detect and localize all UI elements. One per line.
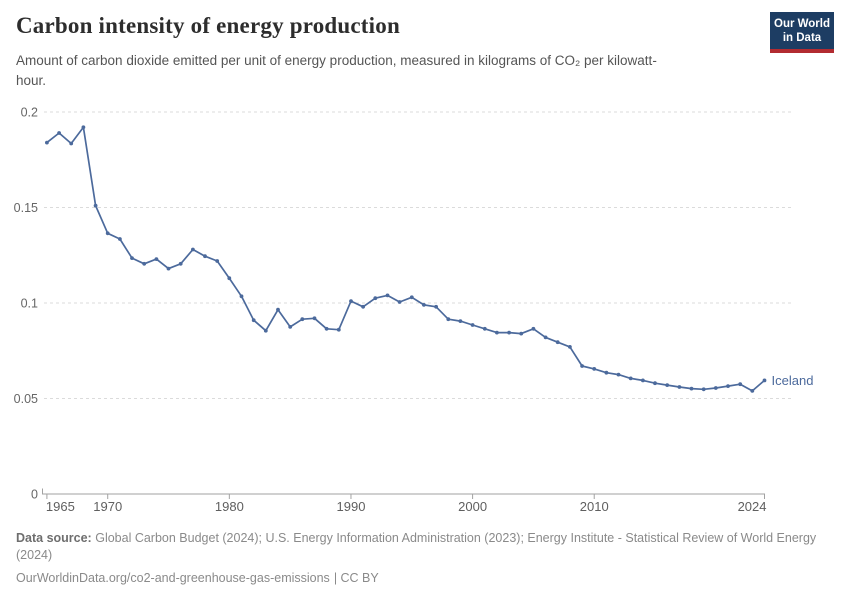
data-point — [288, 325, 293, 329]
page-title: Carbon intensity of energy production — [16, 13, 400, 38]
data-source-text: Global Carbon Budget (2024); U.S. Energy… — [16, 531, 817, 562]
y-tick-label: 0.05 — [14, 392, 38, 406]
data-point — [361, 304, 365, 309]
data-point — [251, 318, 256, 323]
data-point — [580, 364, 584, 368]
license-text: | CC BY — [333, 570, 379, 585]
data-point — [57, 131, 61, 135]
data-point — [203, 254, 207, 259]
data-point — [713, 386, 718, 390]
data-point — [166, 266, 171, 271]
data-point — [507, 330, 511, 335]
y-tick-label: 0.1 — [21, 297, 38, 311]
data-point — [434, 304, 438, 309]
owid-logo[interactable]: Our World in Data — [770, 12, 834, 54]
y-tick-label: 0.2 — [21, 106, 38, 120]
data-point — [762, 378, 767, 383]
x-tick-label: 2000 — [458, 499, 487, 514]
data-point — [470, 323, 475, 327]
data-point — [93, 203, 98, 208]
data-point — [726, 384, 730, 388]
data-point — [738, 382, 743, 387]
data-point — [154, 257, 159, 261]
data-point — [495, 330, 499, 335]
data-point — [482, 326, 487, 331]
data-point — [215, 259, 220, 263]
data-point — [665, 383, 670, 387]
license-line: OurWorldinData.org/co2-and-greenhouse-ga… — [16, 570, 822, 587]
data-point — [239, 294, 244, 299]
data-point — [446, 317, 451, 322]
data-point — [81, 125, 86, 130]
data-point — [373, 296, 378, 301]
data-point — [45, 140, 49, 145]
owid-logo-line1: Our World — [774, 18, 831, 30]
owid-url[interactable]: OurWorldinData.org/co2-and-greenhouse-ga… — [16, 570, 330, 585]
chart-footer: Data source: Global Carbon Budget (2024)… — [16, 530, 822, 587]
data-point — [276, 307, 280, 312]
y-tick-label: 0.15 — [14, 201, 38, 215]
data-source-label: Data source: — [16, 531, 92, 545]
x-tick-label: 2024 — [738, 499, 767, 514]
data-point — [312, 316, 317, 321]
data-point — [531, 326, 536, 331]
data-point — [385, 293, 390, 298]
data-source-line: Data source: Global Carbon Budget (2024)… — [16, 530, 822, 564]
data-point — [592, 367, 597, 371]
data-point — [422, 303, 426, 307]
data-point — [263, 328, 268, 333]
data-point — [397, 300, 402, 304]
data-point — [300, 317, 305, 322]
x-tick-label: 1980 — [215, 499, 244, 514]
x-tick-label: 1965 — [46, 499, 75, 514]
data-point — [349, 299, 353, 303]
series-label-iceland: Iceland — [772, 373, 814, 388]
x-tick-label: 2010 — [580, 499, 609, 514]
data-point — [555, 340, 560, 345]
data-point — [69, 141, 74, 146]
data-point — [519, 331, 524, 336]
data-point — [191, 247, 195, 252]
data-point — [336, 327, 341, 332]
y-tick-label: 0 — [31, 488, 38, 502]
data-point — [142, 261, 147, 266]
series-line-iceland — [46, 126, 766, 392]
data-point — [701, 387, 706, 392]
data-point — [750, 389, 755, 393]
data-point — [689, 386, 694, 391]
data-point — [130, 256, 134, 260]
data-point — [105, 231, 110, 236]
data-point — [677, 385, 682, 389]
data-point — [178, 261, 183, 266]
data-point — [616, 372, 621, 377]
data-point — [604, 370, 609, 375]
x-tick-label: 1990 — [337, 499, 366, 514]
owid-logo-line2: in Data — [782, 32, 822, 45]
data-point — [653, 381, 657, 386]
data-point — [458, 319, 463, 323]
data-point — [628, 376, 633, 381]
data-point — [543, 335, 548, 340]
data-point — [118, 237, 122, 241]
data-point — [568, 345, 572, 349]
chart-subtitle: Amount of carbon dioxide emitted per uni… — [16, 53, 657, 88]
data-point — [641, 378, 645, 383]
data-point — [409, 295, 414, 300]
x-tick-label: 1970 — [93, 499, 122, 514]
data-point — [227, 276, 232, 281]
data-point — [324, 326, 329, 331]
